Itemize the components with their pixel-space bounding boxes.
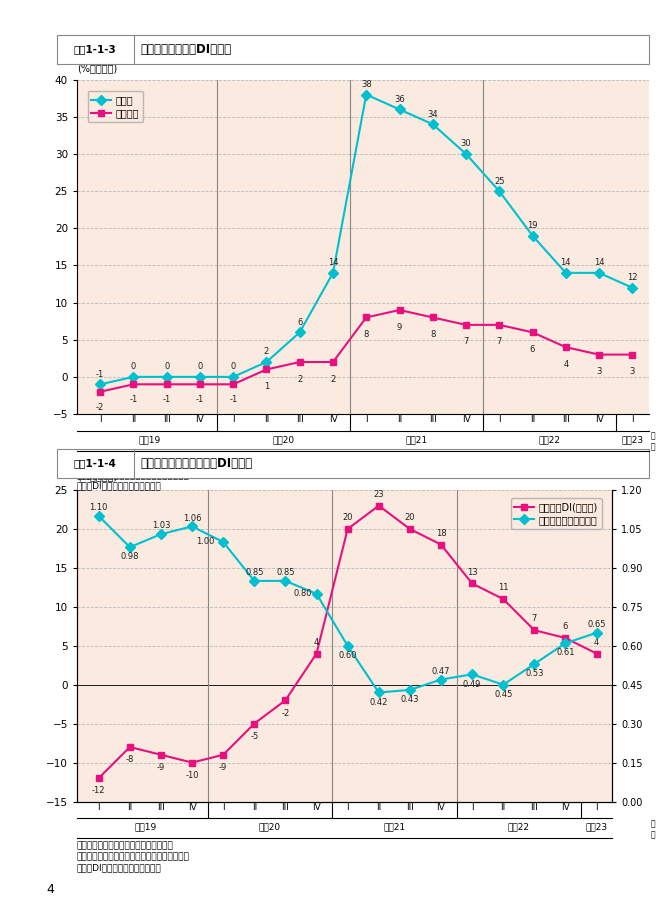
Text: -1: -1 [229,396,237,405]
Text: 34: 34 [427,110,438,119]
Text: 0: 0 [164,363,169,371]
Text: 0: 0 [131,363,136,371]
Text: 注：DIは「過剰」－「不足」。: 注：DIは「過剰」－「不足」。 [77,864,162,873]
Text: 平成23: 平成23 [585,823,607,832]
Text: 25: 25 [494,177,504,186]
Text: 0: 0 [197,363,203,371]
Text: -5: -5 [250,732,258,741]
Text: 23: 23 [373,490,384,498]
Text: 平成21: 平成21 [405,435,427,444]
Text: 0.53: 0.53 [525,670,544,678]
Text: 0.98: 0.98 [120,552,139,562]
Text: 資料：厚生労働省「職業安定業務統計」: 資料：厚生労働省「職業安定業務統計」 [77,842,174,851]
Text: 1: 1 [264,382,269,391]
Text: -1: -1 [196,396,204,405]
Text: 平成23: 平成23 [622,435,644,444]
Text: 0.43: 0.43 [401,695,419,704]
Text: 7: 7 [464,337,469,346]
Text: -8: -8 [126,756,134,764]
Text: 2: 2 [264,347,269,356]
Text: 20: 20 [343,513,353,522]
Text: 生産・営業用設備DIの推移: 生産・営業用設備DIの推移 [140,43,231,56]
Text: 1.03: 1.03 [152,521,170,530]
Text: 1.06: 1.06 [183,514,201,522]
Text: 4: 4 [594,638,599,647]
Text: 6: 6 [530,344,535,354]
Text: 0.42: 0.42 [369,698,388,707]
Text: -10: -10 [185,771,199,780]
Text: 13: 13 [467,568,478,576]
Text: 14: 14 [594,258,604,267]
Text: -1: -1 [163,396,171,405]
Text: 3: 3 [630,367,635,376]
Text: 19: 19 [527,221,538,230]
Text: 4: 4 [314,638,319,647]
Text: 0.65: 0.65 [587,620,606,629]
Text: -2: -2 [96,403,104,412]
Text: -1: -1 [129,396,138,405]
Text: -1: -1 [96,370,104,378]
Text: 14: 14 [328,258,339,267]
Text: 年: 年 [650,442,655,452]
Text: 図表1-1-3: 図表1-1-3 [74,45,116,54]
Text: 平成22: 平成22 [538,435,560,444]
Text: 平成20: 平成20 [272,435,294,444]
Text: 8: 8 [430,330,436,339]
Text: 平成22: 平成22 [508,823,530,832]
Text: 0.85: 0.85 [245,568,264,577]
Text: 14: 14 [561,258,571,267]
Text: 12: 12 [627,273,638,282]
Text: 38: 38 [361,80,372,89]
Text: 3: 3 [596,367,601,376]
Text: 平成19: 平成19 [139,435,161,444]
Legend: 製造業, 非製造業: 製造業, 非製造業 [88,92,143,122]
Text: 平成20: 平成20 [259,823,281,832]
Text: 2: 2 [297,375,302,384]
Text: 36: 36 [394,95,405,104]
Text: 18: 18 [436,529,446,538]
Text: 年: 年 [650,830,655,839]
Text: 2: 2 [330,375,336,384]
Text: 4: 4 [563,360,569,368]
Text: 8: 8 [363,330,369,339]
Text: -9: -9 [219,763,227,772]
Text: 0.61: 0.61 [556,649,575,658]
Text: -9: -9 [157,763,165,772]
Text: 平成19: 平成19 [134,823,157,832]
Text: 9: 9 [397,322,402,332]
Text: -2: -2 [281,709,290,717]
Legend: 雇用判断DI(全産業), 有効求人倍率（右軸）: 雇用判断DI(全産業), 有効求人倍率（右軸） [510,498,602,529]
Text: 平成21: 平成21 [383,823,405,832]
Text: 有効求人倍率、雇用判断DIの推移: 有効求人倍率、雇用判断DIの推移 [140,457,253,470]
Text: 図表1-1-4: 図表1-1-4 [74,459,116,468]
Text: 7: 7 [496,337,502,346]
Text: 0.49: 0.49 [463,680,481,689]
Text: 0.80: 0.80 [294,589,312,598]
Text: 20: 20 [405,513,415,522]
Text: 期: 期 [650,431,655,441]
Text: 4: 4 [47,883,55,896]
Text: 6: 6 [563,622,568,631]
Text: 期: 期 [650,819,655,828]
Text: 1.00: 1.00 [196,538,214,547]
Text: 資料：日本銀行「全国企業短期経済観測調査」: 資料：日本銀行「全国企業短期経済観測調査」 [77,472,190,481]
Text: -12: -12 [92,787,106,795]
Text: 0.60: 0.60 [339,651,357,660]
Text: 7: 7 [532,615,537,623]
Text: 11: 11 [498,583,508,592]
Text: (%ポイント): (%ポイント) [77,63,117,73]
Text: 0.45: 0.45 [494,690,512,699]
Text: 注：DIは「過剰」－「不足」。: 注：DIは「過剰」－「不足」。 [77,481,162,490]
Text: 0.85: 0.85 [276,568,294,577]
Text: 0: 0 [231,363,236,371]
Text: 日本銀行「全国企業短期経済観測調査」: 日本銀行「全国企業短期経済観測調査」 [77,853,190,862]
Text: (%ポイント): (%ポイント) [77,471,117,481]
Text: 30: 30 [461,139,472,148]
Text: 0.47: 0.47 [432,667,450,676]
Text: 6: 6 [297,318,302,327]
Text: 1.10: 1.10 [90,503,108,512]
